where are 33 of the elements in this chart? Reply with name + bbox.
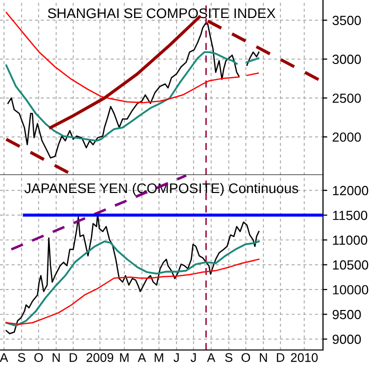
x-tick-label: J xyxy=(174,353,179,362)
x-tick-label: D xyxy=(70,353,78,362)
x-tick-label: N xyxy=(52,353,60,362)
x-tick-label: J xyxy=(190,353,196,362)
x-tick-label: D xyxy=(276,353,284,362)
y-tick-label: 3500 xyxy=(332,16,361,26)
x-tick-label: M xyxy=(154,353,164,362)
y-tick-label: 2000 xyxy=(332,132,361,142)
x-tick-label: A xyxy=(0,353,8,362)
y-tick-label: 11500 xyxy=(333,210,368,220)
x-tick-label: M xyxy=(120,353,128,362)
x-tick-label: A xyxy=(138,353,146,362)
x-tick-label: A xyxy=(207,353,216,362)
y-tick-label: 10500 xyxy=(333,260,368,270)
line-series xyxy=(5,51,238,142)
y-tick-label: 3000 xyxy=(332,54,361,64)
x-tick-label: 2009 xyxy=(86,353,114,362)
x-tick-label: O xyxy=(34,353,43,362)
line-series xyxy=(6,258,260,325)
y-tick-label: 9500 xyxy=(332,310,361,320)
y-tick-label: 9000 xyxy=(332,334,361,344)
line-series xyxy=(5,240,260,327)
x-tick-label: S xyxy=(225,353,232,362)
x-tick-label: 2010 xyxy=(290,353,318,362)
y-tick-label: 10000 xyxy=(333,285,368,294)
x-tick-label: O xyxy=(242,353,250,362)
text: JAPANESE YEN (COMPOSITE) Continuous xyxy=(24,182,298,196)
x-tick-label: S xyxy=(18,353,26,362)
y-tick-label: 11000 xyxy=(333,236,368,245)
y-tick-label: 12000 xyxy=(333,186,368,196)
y-tick-label: 2500 xyxy=(332,94,361,103)
x-tick-label: N xyxy=(260,353,267,362)
chart-title: SHANGHAI SE COMPOSITE INDEX xyxy=(48,8,276,18)
